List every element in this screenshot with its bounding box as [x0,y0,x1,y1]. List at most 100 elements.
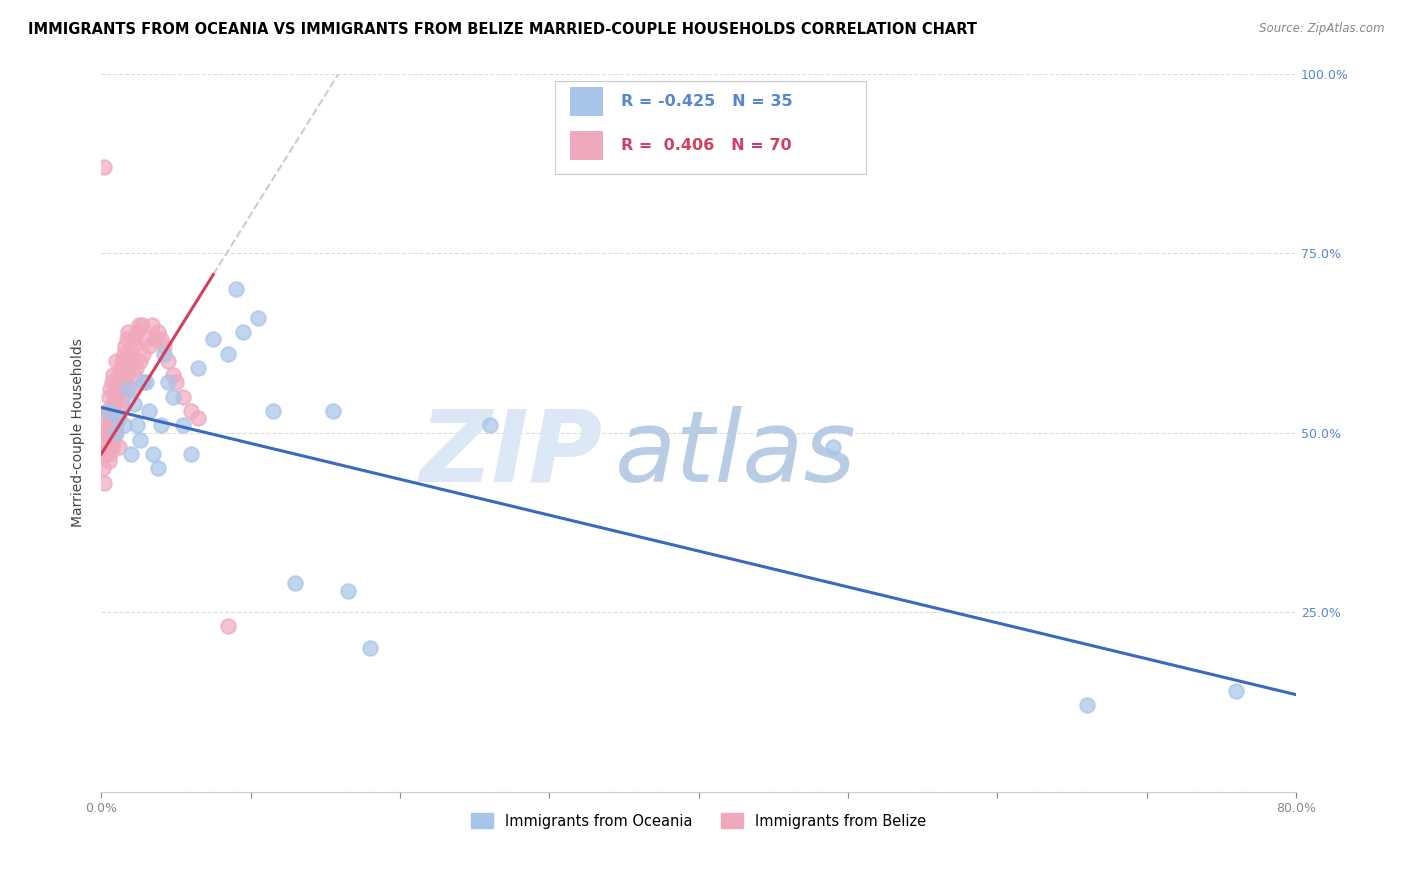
Point [232,325,254,339]
Point [146,461,169,475]
Point [129,353,152,368]
Point [110,360,132,375]
Point [138,404,160,418]
Point [100,376,122,390]
Point [97,390,120,404]
Point [112,383,135,397]
Text: ZIP: ZIP [420,406,603,502]
Point [105,418,128,433]
Point [108,440,131,454]
Point [129,433,152,447]
Point [122,332,145,346]
Point [121,339,143,353]
Point [107,376,129,390]
Point [135,376,157,390]
Point [823,440,845,454]
Point [1076,698,1098,713]
Point [157,353,180,368]
Point [247,310,270,325]
FancyBboxPatch shape [569,87,603,116]
Point [162,368,184,383]
Point [217,619,239,633]
Point [180,404,202,418]
Point [122,397,145,411]
Point [97,404,120,418]
Y-axis label: Married-couple Households: Married-couple Households [72,338,86,527]
Point [322,404,344,418]
Point [149,418,172,433]
Point [110,397,132,411]
Point [94,447,117,461]
Text: R =  0.406   N = 70: R = 0.406 N = 70 [621,138,792,153]
Text: Source: ZipAtlas.com: Source: ZipAtlas.com [1260,22,1385,36]
Point [114,376,136,390]
Point [105,353,128,368]
Text: IMMIGRANTS FROM OCEANIA VS IMMIGRANTS FROM BELIZE MARRIED-COUPLE HOUSEHOLDS CORR: IMMIGRANTS FROM OCEANIA VS IMMIGRANTS FR… [28,22,977,37]
Point [124,360,146,375]
Point [149,332,172,346]
Point [125,418,148,433]
Point [117,325,139,339]
Point [120,447,142,461]
Point [172,418,194,433]
Point [157,376,180,390]
Point [93,433,115,447]
Point [187,360,209,375]
Point [98,447,121,461]
Point [115,332,138,346]
Point [153,339,176,353]
Point [94,418,117,433]
Point [112,346,135,360]
Point [97,425,120,440]
Point [96,404,118,418]
Point [104,425,127,440]
Point [104,390,127,404]
Point [111,390,134,404]
Point [100,440,122,454]
Point [101,433,124,447]
Point [202,332,225,346]
Point [120,346,142,360]
Point [108,368,131,383]
Point [180,447,202,461]
Point [141,318,163,332]
FancyBboxPatch shape [555,80,866,174]
Point [108,404,131,418]
Point [91,461,114,475]
Point [114,339,136,353]
Point [131,318,153,332]
Point [284,576,307,591]
Point [111,353,134,368]
Point [117,360,139,375]
Point [112,418,135,433]
FancyBboxPatch shape [569,131,603,160]
Point [143,332,166,346]
Point [1225,684,1247,698]
Point [187,411,209,425]
Point [132,376,155,390]
Point [108,411,131,425]
Point [138,339,160,353]
Point [98,383,121,397]
Point [142,447,165,461]
Point [217,346,239,360]
Point [117,383,139,397]
Point [91,425,114,440]
Point [94,411,117,425]
Point [98,411,121,425]
Point [100,404,122,418]
Point [115,368,138,383]
Point [162,390,184,404]
Point [105,383,128,397]
Point [165,376,187,390]
Point [478,418,501,433]
Point [96,440,118,454]
Legend: Immigrants from Oceania, Immigrants from Belize: Immigrants from Oceania, Immigrants from… [465,807,932,835]
Point [105,425,128,440]
Point [172,390,194,404]
Text: R = -0.425   N = 35: R = -0.425 N = 35 [621,95,793,110]
Point [135,332,157,346]
Point [153,346,176,360]
Point [93,475,115,490]
Point [146,325,169,339]
